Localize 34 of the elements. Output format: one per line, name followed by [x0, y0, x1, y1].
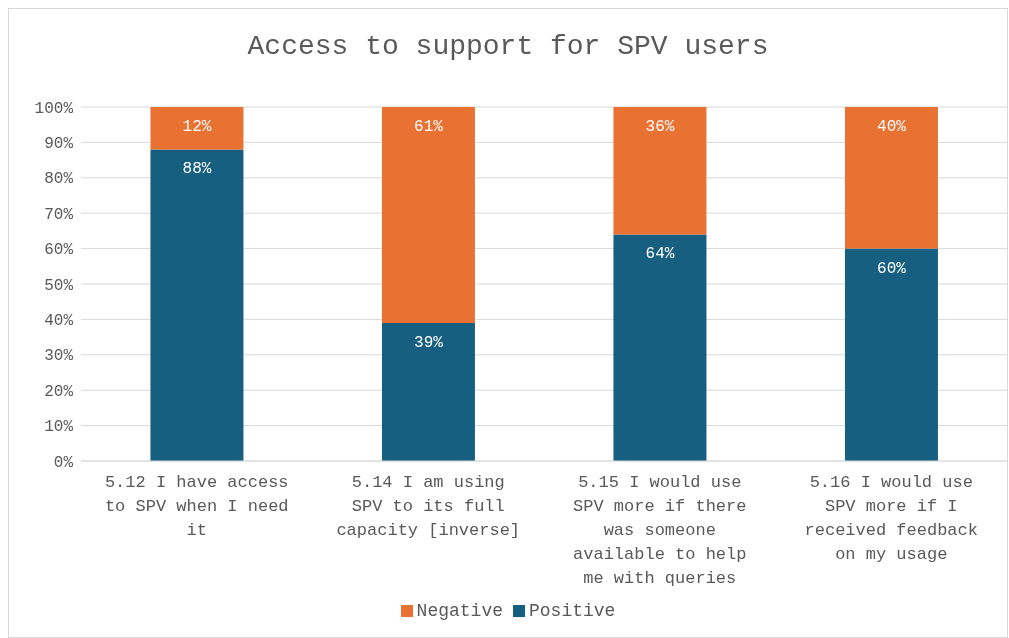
text: 39% [414, 333, 443, 352]
y-tick-label: 60% [44, 241, 74, 260]
text: 36% [645, 118, 675, 136]
y-tick-label: 80% [44, 170, 74, 189]
y-tick-label: 20% [44, 382, 74, 401]
chart-title: Access to support for SPV users [246, 30, 770, 64]
y-tick-label: 30% [44, 347, 74, 366]
text: 40% [877, 118, 906, 136]
y-tick-label: 40% [44, 312, 74, 331]
x-tick-label: 5.15 I would use SPV more if there was someone available to help me with queries [573, 473, 747, 588]
bar [150, 107, 244, 150]
bar [381, 107, 475, 323]
text: 61% [414, 118, 443, 136]
y-tick-label: 90% [44, 135, 74, 154]
legend-label: Negative [416, 601, 503, 621]
text: 60% [877, 259, 906, 278]
bar [844, 107, 938, 249]
x-tick-label: 5.12 I have access to SPV when I need it [104, 473, 289, 540]
text: 88% [182, 160, 212, 179]
text: 12% [182, 118, 212, 136]
bar [844, 248, 938, 461]
y-tick-label: 50% [44, 276, 74, 295]
y-tick-label: 10% [44, 418, 74, 437]
bar [381, 322, 475, 461]
bar [150, 149, 244, 461]
bar [613, 234, 707, 461]
x-tick-label: 5.14 I am using SPV to its full capacity [inverse] [336, 473, 521, 540]
y-tick-label: 0% [53, 453, 74, 472]
x-tick-label: 5.16 I would use SPV more if I received feedback on my usage [804, 473, 978, 564]
y-tick-label: 70% [44, 205, 74, 224]
y-tick-label: 100% [34, 99, 74, 118]
legend-label: Positive [529, 601, 616, 621]
text: 64% [645, 245, 675, 264]
bar [613, 107, 707, 235]
